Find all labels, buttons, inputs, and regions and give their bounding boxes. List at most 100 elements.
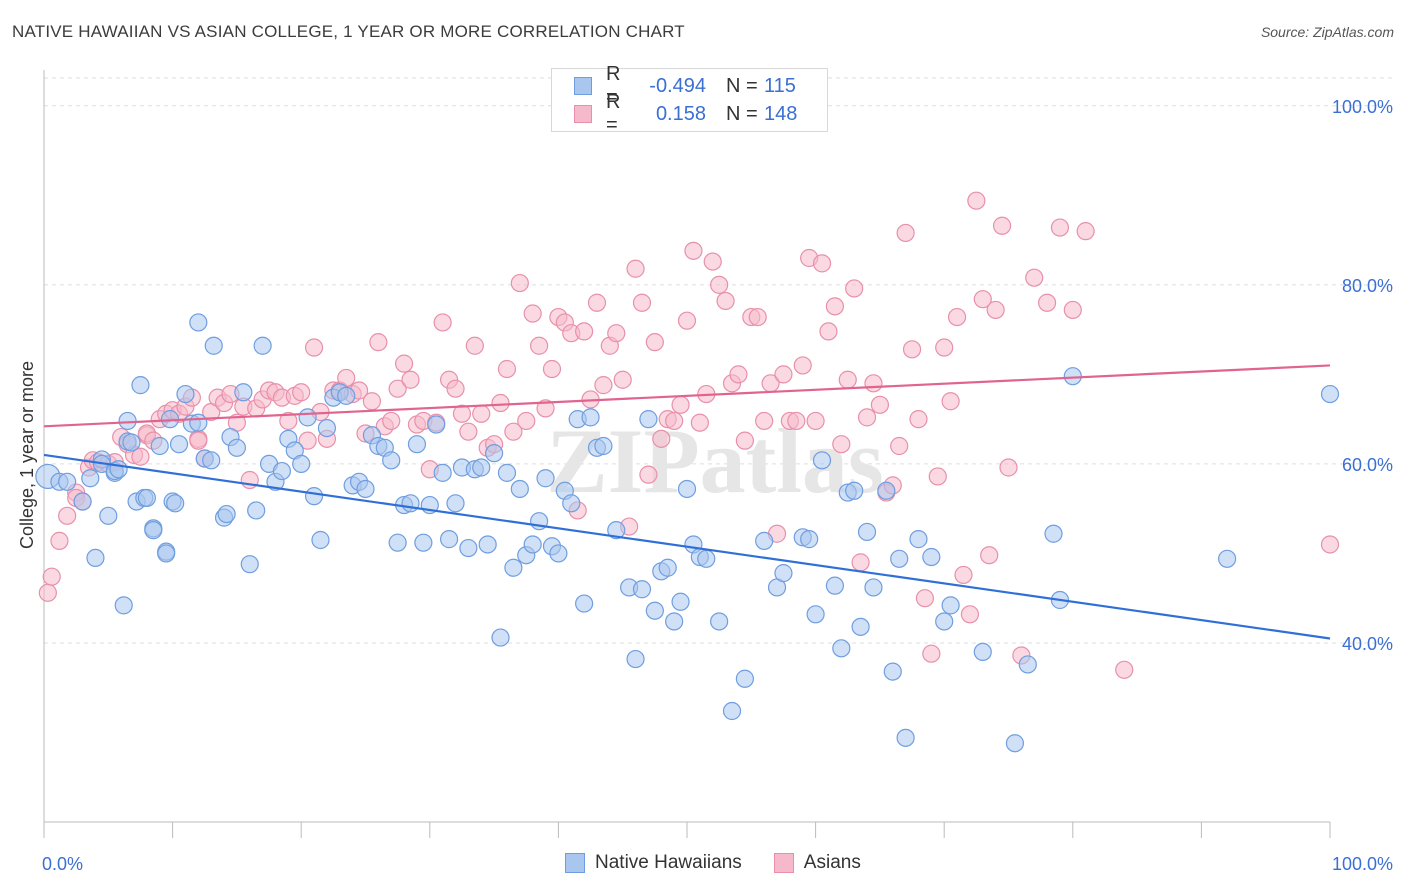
y-axis-label: College, 1 year or more: [17, 361, 37, 549]
asian-point: [1025, 268, 1044, 287]
asian-point: [941, 392, 960, 411]
native-hawaiian-point: [356, 479, 375, 499]
native-hawaiian-point: [247, 501, 266, 520]
legend-swatch-pink: [574, 105, 592, 123]
asian-point: [645, 333, 664, 352]
asian-point: [42, 567, 61, 586]
native-hawaiians-points: [35, 313, 1340, 753]
native-hawaiian-point: [594, 436, 613, 456]
asian-point: [279, 411, 298, 431]
asian-point: [575, 322, 594, 341]
native-hawaiian-point: [253, 336, 272, 355]
native-hawaiian-point: [86, 548, 105, 568]
native-hawaiian-point: [1018, 655, 1037, 674]
legend-r-value: -0.494: [649, 74, 706, 97]
native-hawaiian-point: [607, 521, 626, 540]
asian-point: [806, 411, 825, 431]
native-hawaiian-point: [632, 580, 652, 599]
native-hawaiian-point: [433, 463, 452, 482]
legend-n-label: N =: [726, 102, 758, 125]
native-hawaiian-point: [562, 494, 581, 513]
legend-swatch-pink: [773, 853, 794, 873]
asian-point: [851, 553, 870, 572]
asian-point: [491, 393, 510, 413]
native-hawaiian-point: [665, 612, 684, 631]
legend-label: Native Hawaiians: [595, 852, 742, 873]
asian-point: [735, 431, 754, 450]
asian-point: [632, 293, 652, 312]
correlation-legend: R = -0.494 N = 115 R = 0.158 N = 148: [551, 63, 828, 136]
asian-point: [819, 322, 838, 341]
native-hawaiian-point: [388, 533, 407, 552]
native-hawaiian-point: [478, 535, 497, 554]
asian-point: [902, 340, 922, 359]
legend-r-label: R =: [606, 91, 621, 136]
asian-point: [1063, 300, 1082, 320]
native-hawaiian-point: [472, 458, 491, 477]
asian-point: [607, 324, 626, 343]
legend-item-asians: Asians: [773, 852, 861, 874]
native-hawaiian-point: [510, 479, 529, 499]
watermark: ZIPatlas: [546, 410, 883, 512]
asian-point: [594, 376, 613, 395]
native-hawaiian-point: [536, 469, 555, 488]
asian-point: [992, 216, 1012, 235]
legend-n-value: 115: [764, 74, 796, 97]
asian-point: [1076, 222, 1095, 241]
native-hawaiian-point: [1044, 524, 1063, 543]
native-hawaiian-point: [109, 460, 128, 479]
asian-point: [1320, 535, 1340, 554]
asian-point: [665, 411, 684, 431]
native-hawaiian-point: [825, 576, 844, 595]
native-hawaiian-point: [99, 506, 118, 525]
native-hawaiian-point: [227, 438, 246, 457]
native-hawaiian-point: [131, 376, 150, 395]
asian-point: [382, 411, 401, 431]
native-hawaiians-trend-line: [43, 453, 1331, 640]
native-hawaiian-point: [114, 596, 133, 615]
asian-point: [517, 411, 536, 431]
native-hawaiian-point: [407, 435, 427, 454]
asian-point: [613, 370, 632, 389]
asian-point: [999, 458, 1018, 477]
asian-point: [973, 290, 992, 309]
native-hawaiian-point: [311, 530, 330, 550]
asian-point: [131, 447, 150, 466]
asians-trend-line: [43, 364, 1331, 428]
asian-point: [1115, 660, 1134, 679]
native-hawaiian-point: [122, 433, 141, 452]
asian-point: [986, 300, 1005, 320]
asian-point: [523, 304, 542, 323]
asian-point: [472, 404, 491, 423]
asian-point: [729, 365, 748, 384]
asian-point: [671, 395, 690, 414]
asian-point: [1050, 218, 1070, 237]
asian-point: [980, 546, 999, 565]
native-hawaiian-point: [883, 662, 902, 681]
native-hawaiian-point: [1063, 367, 1082, 386]
asian-point: [755, 411, 774, 431]
asian-point: [465, 336, 484, 355]
native-hawaiian-point: [504, 558, 523, 577]
asian-point: [748, 307, 767, 327]
native-hawaiian-point: [735, 669, 754, 688]
native-hawaiian-point: [169, 435, 189, 454]
y-tick-label: 40.0%: [1342, 634, 1393, 654]
native-hawaiian-point: [1218, 549, 1237, 568]
asian-point: [915, 589, 935, 608]
native-hawaiian-point: [658, 558, 677, 577]
native-hawaiian-point: [382, 451, 401, 470]
native-hawaiian-point: [298, 408, 317, 427]
asian-point: [947, 307, 967, 327]
trend-lines: [43, 364, 1331, 640]
native-hawaiian-point: [446, 494, 465, 513]
asian-point: [446, 379, 465, 398]
asian-point: [684, 241, 703, 260]
native-hawaiian-point: [832, 639, 851, 658]
native-hawaiian-point: [896, 728, 915, 747]
native-hawaiian-point: [639, 410, 658, 429]
legend-r-value: 0.158: [655, 102, 706, 125]
native-hawaiian-point: [857, 522, 877, 542]
legend-swatch-blue: [565, 853, 585, 873]
